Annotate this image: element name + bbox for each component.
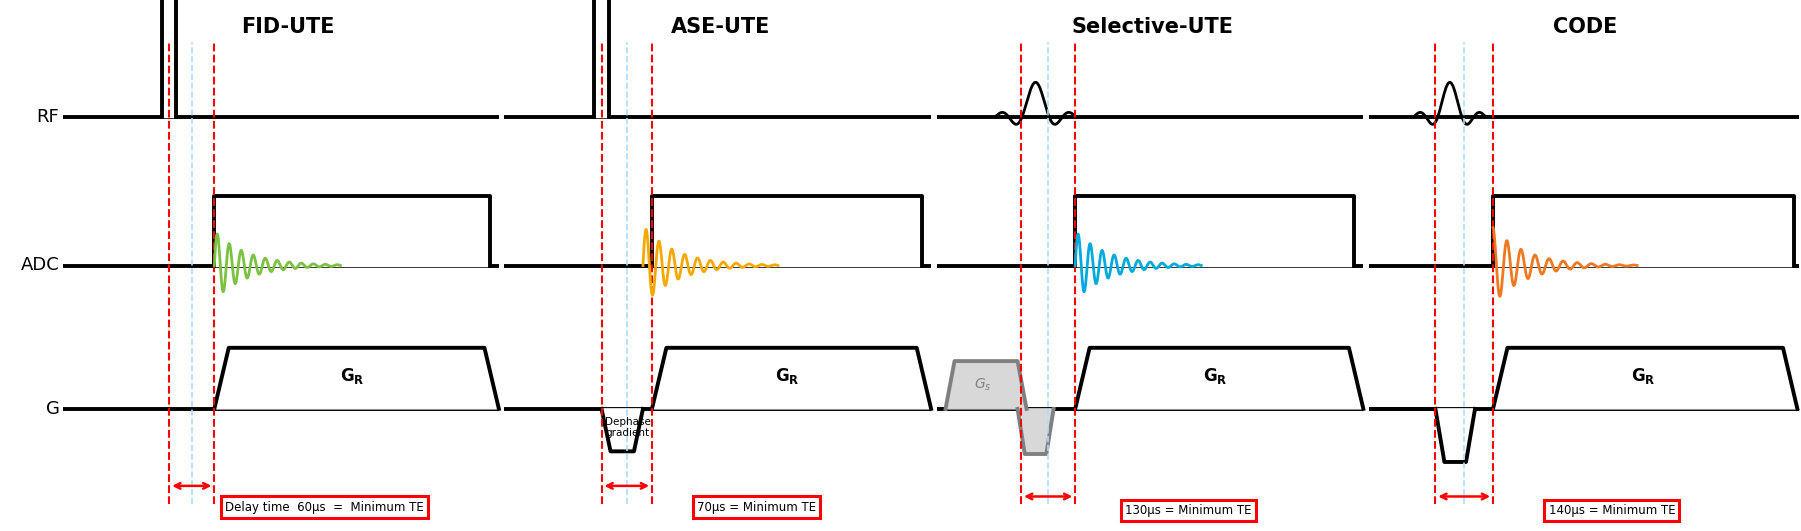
Text: $\mathbf{G_R}$: $\mathbf{G_R}$ xyxy=(774,366,800,386)
Polygon shape xyxy=(652,348,931,409)
Polygon shape xyxy=(602,409,643,451)
Text: ASE-UTE: ASE-UTE xyxy=(670,16,771,37)
Polygon shape xyxy=(594,0,609,117)
Text: FID-UTE: FID-UTE xyxy=(241,16,335,37)
Polygon shape xyxy=(162,0,176,117)
Text: 70μs = Minimum TE: 70μs = Minimum TE xyxy=(697,501,816,513)
Polygon shape xyxy=(1435,409,1475,462)
Polygon shape xyxy=(1493,196,1794,266)
Text: Dephase
gradient: Dephase gradient xyxy=(605,417,650,439)
Text: $\mathbf{G_R}$: $\mathbf{G_R}$ xyxy=(1632,366,1655,386)
Polygon shape xyxy=(1075,196,1354,266)
Text: CODE: CODE xyxy=(1552,16,1617,37)
Text: $G_s$: $G_s$ xyxy=(974,377,991,393)
Polygon shape xyxy=(1493,348,1797,409)
Text: Selective-UTE: Selective-UTE xyxy=(1072,16,1234,37)
Polygon shape xyxy=(1018,409,1054,454)
Text: G: G xyxy=(45,400,59,418)
Text: ADC: ADC xyxy=(20,256,59,275)
Text: $\mathbf{G_R}$: $\mathbf{G_R}$ xyxy=(1203,366,1226,386)
Text: 140μs = Minimum TE: 140μs = Minimum TE xyxy=(1549,504,1675,517)
Polygon shape xyxy=(652,196,922,266)
Text: 130μs = Minimum TE: 130μs = Minimum TE xyxy=(1126,504,1252,517)
Text: $\mathbf{G_R}$: $\mathbf{G_R}$ xyxy=(340,366,364,386)
Polygon shape xyxy=(1075,348,1363,409)
Text: RF: RF xyxy=(36,108,59,126)
Text: Delay time  60μs  =  Minimum TE: Delay time 60μs = Minimum TE xyxy=(225,501,423,513)
Polygon shape xyxy=(946,361,1027,409)
Polygon shape xyxy=(214,348,499,409)
Polygon shape xyxy=(214,196,490,266)
